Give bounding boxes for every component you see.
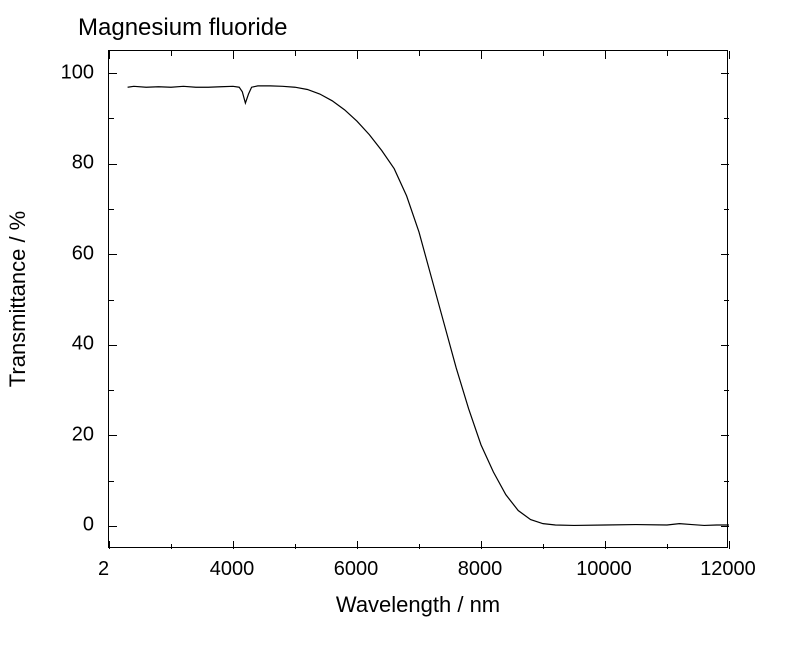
- tick-mark: [419, 544, 420, 549]
- tick-mark: [481, 51, 482, 59]
- tick-mark: [109, 73, 117, 74]
- x-axis-label: Wavelength / nm: [336, 592, 500, 618]
- tick-mark: [109, 209, 114, 210]
- tick-mark: [109, 345, 117, 346]
- tick-mark: [605, 541, 606, 549]
- tick-mark: [295, 544, 296, 549]
- tick-mark: [724, 209, 729, 210]
- tick-mark: [109, 164, 117, 165]
- tick-mark: [729, 51, 730, 59]
- tick-mark: [667, 544, 668, 549]
- tick-mark: [721, 345, 729, 346]
- plot-area: [108, 50, 728, 548]
- tick-mark: [605, 51, 606, 59]
- chart-title: Magnesium fluoride: [78, 14, 287, 42]
- y-axis-label: Transmittance / %: [5, 211, 31, 387]
- tick-mark: [233, 541, 234, 549]
- tick-mark: [109, 541, 110, 549]
- tick-mark: [721, 254, 729, 255]
- tick-mark: [481, 541, 482, 549]
- tick-mark: [419, 51, 420, 56]
- chart-container: { "chart": { "type": "line", "title": "M…: [0, 0, 797, 651]
- tick-mark: [724, 390, 729, 391]
- tick-mark: [357, 541, 358, 549]
- tick-mark: [109, 435, 117, 436]
- tick-mark: [543, 51, 544, 56]
- data-line: [128, 86, 729, 526]
- tick-mark: [109, 118, 114, 119]
- tick-mark: [295, 51, 296, 56]
- tick-mark: [721, 526, 729, 527]
- tick-mark: [109, 300, 114, 301]
- tick-mark: [721, 435, 729, 436]
- tick-mark: [724, 300, 729, 301]
- tick-mark: [171, 544, 172, 549]
- tick-mark: [233, 51, 234, 59]
- x-tick-label: 10000: [576, 558, 632, 581]
- tick-mark: [109, 481, 114, 482]
- tick-mark: [721, 73, 729, 74]
- x-tick-label: 8000: [458, 558, 503, 581]
- tick-mark: [729, 541, 730, 549]
- tick-mark: [724, 118, 729, 119]
- x-tick-label: 2: [98, 558, 138, 581]
- tick-mark: [109, 390, 114, 391]
- tick-mark: [667, 51, 668, 56]
- tick-mark: [724, 481, 729, 482]
- tick-mark: [109, 254, 117, 255]
- x-tick-label: 4000: [210, 558, 255, 581]
- transmittance-curve: [109, 51, 729, 549]
- tick-mark: [109, 51, 110, 59]
- tick-mark: [171, 51, 172, 56]
- tick-mark: [543, 544, 544, 549]
- tick-mark: [357, 51, 358, 59]
- x-tick-label: 12000: [700, 558, 756, 581]
- tick-mark: [721, 164, 729, 165]
- x-tick-label: 6000: [334, 558, 379, 581]
- tick-mark: [109, 526, 117, 527]
